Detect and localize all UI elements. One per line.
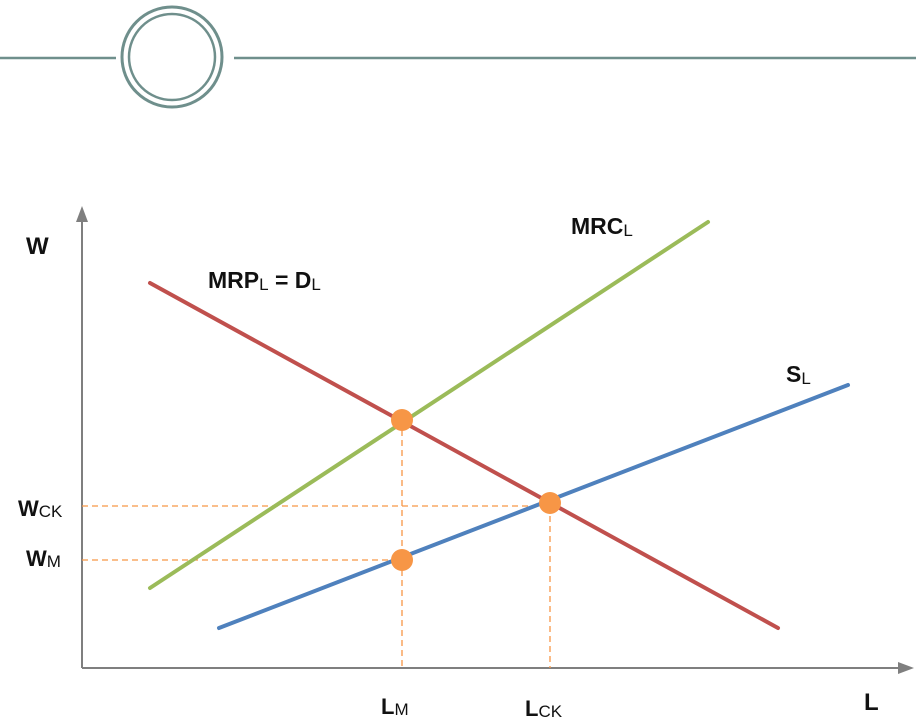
tick-label-w-m: WM	[26, 546, 61, 571]
x-axis-arrow	[898, 662, 914, 674]
guide-lines	[82, 420, 551, 668]
tick-label-l-ck: LCK	[525, 696, 563, 721]
tick-label-w-ck: WCK	[18, 496, 63, 521]
point-monopsony-wage	[391, 549, 413, 571]
tick-label-l-m: LM	[381, 694, 409, 719]
x-axis-label: L	[864, 689, 879, 716]
axes	[76, 206, 914, 674]
supply-curve	[217, 383, 850, 630]
header-decoration	[0, 5, 916, 109]
y-axis-label: W	[26, 233, 49, 260]
demand-curve-label: MRPL = DL	[208, 267, 321, 294]
demand-curve	[148, 281, 780, 630]
supply-curve-label: SL	[786, 361, 811, 388]
mrc-curve-label: MRCL	[571, 213, 633, 240]
mrc-curve	[148, 220, 710, 590]
y-axis-arrow	[76, 206, 88, 222]
header-circle-inner	[127, 12, 217, 102]
point-competitive-equilibrium	[539, 492, 561, 514]
header-circle-outer	[120, 5, 224, 109]
point-mrc-demand-intersection	[391, 409, 413, 431]
